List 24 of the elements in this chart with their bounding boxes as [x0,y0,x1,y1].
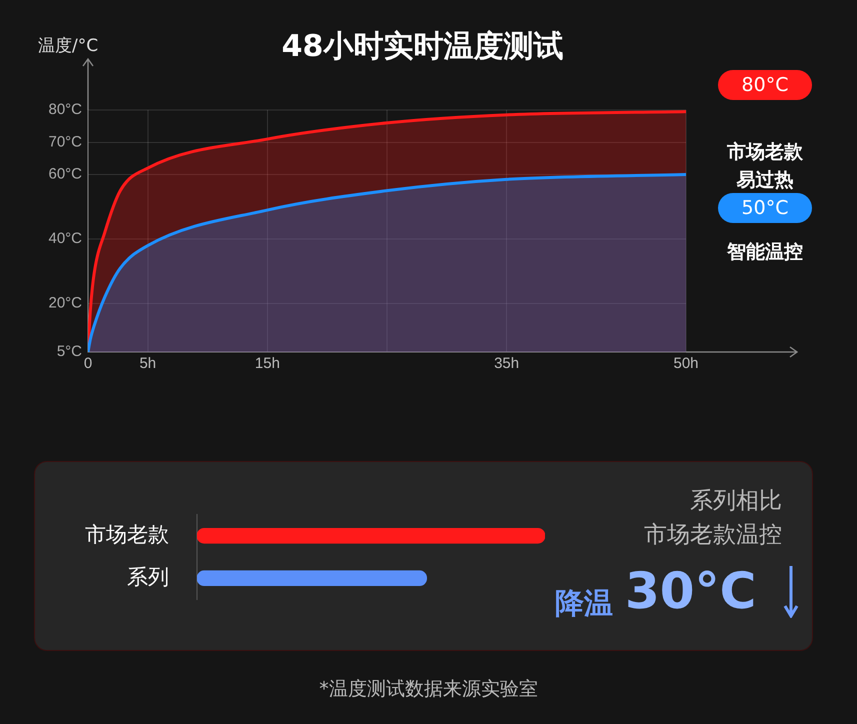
x-tick-label: 5h [139,355,156,372]
y-tick-label: 40°C [48,230,82,248]
text: *温度测试数据来源实验室 [318,677,539,702]
text: 80°C [718,70,812,100]
text: 50°C [718,193,812,223]
chart-title: 48小时实时温度测试 [282,29,564,64]
x-tick-label: 15h [254,355,280,372]
y-tick-label: 60°C [48,166,82,183]
text: 系列相比 [690,487,782,516]
x-tick-label: 0 [84,355,92,372]
text: 降温 [555,585,613,622]
x-tick-label: 50h [673,355,699,372]
x-tick-label: 35h [494,355,520,372]
y-tick-label: 80°C [48,101,82,118]
text: 市场老款易过热 [726,140,804,193]
y-tick-label: 市场老款 [85,524,169,547]
y-axis-title: 温度/°C [38,35,98,57]
text: 30°C [625,562,756,620]
y-tick-label: 20°C [48,294,82,312]
y-tick-label: 5°C [56,343,82,360]
y-tick-label: 系列 [127,566,169,589]
legend-label: 智能温控 [726,240,804,265]
text: 市场老款温控 [644,521,782,550]
y-tick-label: 70°C [48,133,82,150]
